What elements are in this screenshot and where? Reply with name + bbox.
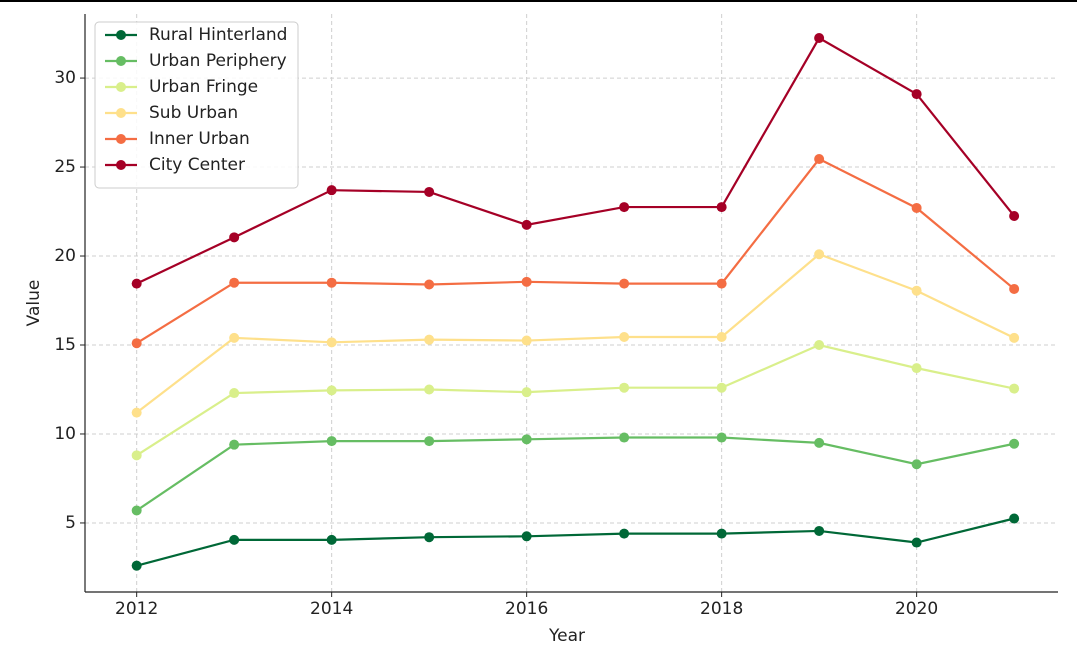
data-point xyxy=(521,531,532,542)
legend-marker xyxy=(116,134,126,144)
data-point xyxy=(619,432,630,443)
data-point xyxy=(521,335,532,346)
data-point xyxy=(1009,210,1020,221)
x-tick-label: 2020 xyxy=(895,599,938,619)
data-point xyxy=(229,534,240,545)
data-point xyxy=(424,384,435,395)
y-axis-label: Value xyxy=(24,280,44,327)
legend-label: Rural Hinterland xyxy=(149,25,287,45)
x-tick-label: 2016 xyxy=(505,599,548,619)
data-point xyxy=(814,154,825,165)
legend-marker xyxy=(116,56,126,66)
data-point xyxy=(521,387,532,398)
data-point xyxy=(424,334,435,345)
data-point xyxy=(716,202,727,213)
y-tick-label: 15 xyxy=(54,335,76,355)
data-point xyxy=(814,525,825,536)
data-point xyxy=(911,202,922,213)
data-point xyxy=(1009,332,1020,343)
y-tick-label: 5 xyxy=(65,513,76,533)
data-point xyxy=(229,439,240,450)
legend-marker xyxy=(116,30,126,40)
data-point xyxy=(1009,513,1020,524)
data-point xyxy=(131,450,142,461)
data-point xyxy=(619,331,630,342)
data-point xyxy=(326,185,337,196)
series-line xyxy=(136,252,1015,414)
data-point xyxy=(814,437,825,448)
data-point xyxy=(229,332,240,343)
data-point xyxy=(911,363,922,374)
data-point xyxy=(424,436,435,447)
data-point xyxy=(326,436,337,447)
data-point xyxy=(1009,383,1020,394)
series-line xyxy=(136,436,1015,512)
data-point xyxy=(619,382,630,393)
data-point xyxy=(814,33,825,44)
legend-label: City Center xyxy=(149,155,245,175)
data-point xyxy=(911,459,922,470)
legend: Rural Hinterland Urban Periphery Urban Fri… xyxy=(94,21,299,189)
data-point xyxy=(521,276,532,287)
data-point xyxy=(521,219,532,230)
series-line xyxy=(136,517,1015,567)
data-point xyxy=(131,338,142,349)
data-point xyxy=(911,537,922,548)
data-point xyxy=(131,560,142,571)
legend-label: Urban Periphery xyxy=(149,51,287,71)
data-point xyxy=(619,202,630,213)
series-line xyxy=(136,36,1015,285)
y-tick-label: 20 xyxy=(54,246,76,266)
data-point xyxy=(911,285,922,296)
data-point xyxy=(131,505,142,516)
x-axis-label: Year xyxy=(548,626,585,646)
legend-label: Inner Urban xyxy=(149,129,250,149)
data-point xyxy=(326,534,337,545)
data-point xyxy=(716,331,727,342)
data-point xyxy=(229,277,240,288)
data-point xyxy=(229,232,240,243)
data-point xyxy=(619,528,630,539)
data-point xyxy=(521,434,532,445)
y-tick-label: 10 xyxy=(54,424,76,444)
data-point xyxy=(424,186,435,197)
data-point xyxy=(326,337,337,348)
legend-marker xyxy=(116,82,126,92)
y-tick-label: 25 xyxy=(54,157,76,177)
data-point xyxy=(131,407,142,418)
data-point xyxy=(424,532,435,543)
data-point xyxy=(131,278,142,289)
series-line xyxy=(136,157,1015,345)
data-point xyxy=(814,249,825,260)
data-point xyxy=(716,432,727,443)
data-point xyxy=(814,339,825,350)
x-tick-label: 2012 xyxy=(115,599,158,619)
data-point xyxy=(911,89,922,100)
legend-label: Sub Urban xyxy=(149,103,238,123)
data-point xyxy=(1009,283,1020,294)
data-point xyxy=(229,388,240,399)
series-line xyxy=(136,343,1015,457)
data-point xyxy=(619,278,630,289)
data-point xyxy=(716,528,727,539)
legend-box xyxy=(94,21,299,189)
data-point xyxy=(1009,438,1020,449)
data-point xyxy=(424,279,435,290)
data-point xyxy=(326,277,337,288)
data-point xyxy=(716,382,727,393)
legend-marker xyxy=(116,160,126,170)
data-point xyxy=(716,278,727,289)
legend-marker xyxy=(116,108,126,118)
x-tick-label: 2014 xyxy=(310,599,353,619)
y-tick-label: 30 xyxy=(54,68,76,88)
data-point xyxy=(326,385,337,396)
x-tick-label: 2018 xyxy=(700,599,743,619)
legend-label: Urban Fringe xyxy=(149,77,258,97)
